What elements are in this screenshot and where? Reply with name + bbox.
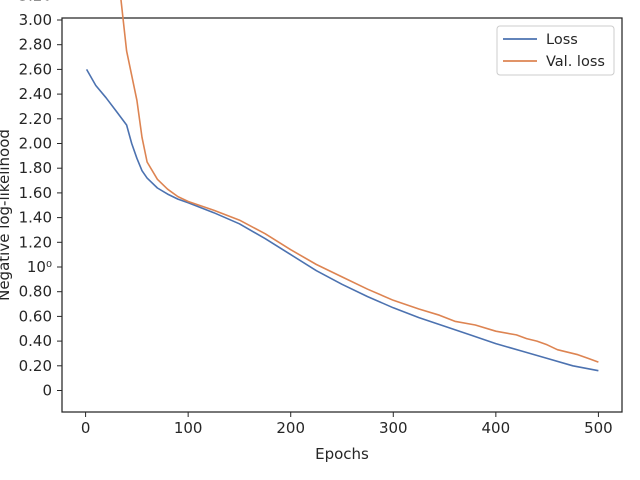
y-tick-label: 1.20: [19, 233, 52, 251]
y-tick-label: 0: [42, 382, 52, 400]
x-tick-label: 400: [482, 419, 511, 437]
legend-label-loss: Loss: [546, 32, 578, 48]
y-tick-label: 2.40: [19, 85, 52, 103]
series-layer: [85, 0, 599, 372]
y-tick-label: 3.20: [19, 0, 52, 4]
y-tick-label: 2.20: [19, 110, 52, 128]
x-tick-label: 200: [276, 419, 305, 437]
y-tick-label: 0.80: [19, 283, 52, 301]
x-axis-label: Epochs: [315, 445, 369, 463]
y-tick-label: 0.40: [19, 332, 52, 350]
x-tick-label: 100: [174, 419, 203, 437]
y-tick-label: 2.60: [19, 60, 52, 78]
x-tick-label: 500: [584, 419, 613, 437]
y-tick-label: 3.00: [19, 11, 52, 29]
legend: Loss Val. loss: [496, 25, 615, 76]
y-tick-label: 1.60: [19, 184, 52, 202]
plot-area: [61, 17, 623, 413]
y-tick-label: 2.00: [19, 135, 52, 153]
x-tick-label: 300: [379, 419, 408, 437]
y-tick-label: 0.20: [19, 357, 52, 375]
y-axis-ticks: 0 0.20 0.40 0.60 0.80 10⁰ 1.20 1.40 1.60 1.80 2.00…: [19, 0, 62, 400]
plot-frame: [61, 17, 623, 413]
x-tick-label: 0: [81, 419, 91, 437]
y-axis-label: Negative log-likelihood: [0, 129, 13, 301]
series-line-val-loss: [120, 0, 599, 363]
y-tick-label: 0.60: [19, 307, 52, 325]
y-tick-label: 1.80: [19, 159, 52, 177]
y-tick-label: 1.40: [19, 209, 52, 227]
series-line-loss: [85, 69, 599, 372]
y-tick-label: 2.80: [19, 36, 52, 54]
y-tick-label: 10⁰: [27, 258, 52, 276]
x-axis-ticks: 0 100 200 300 400 500: [81, 412, 613, 437]
legend-label-val-loss: Val. loss: [546, 54, 605, 70]
